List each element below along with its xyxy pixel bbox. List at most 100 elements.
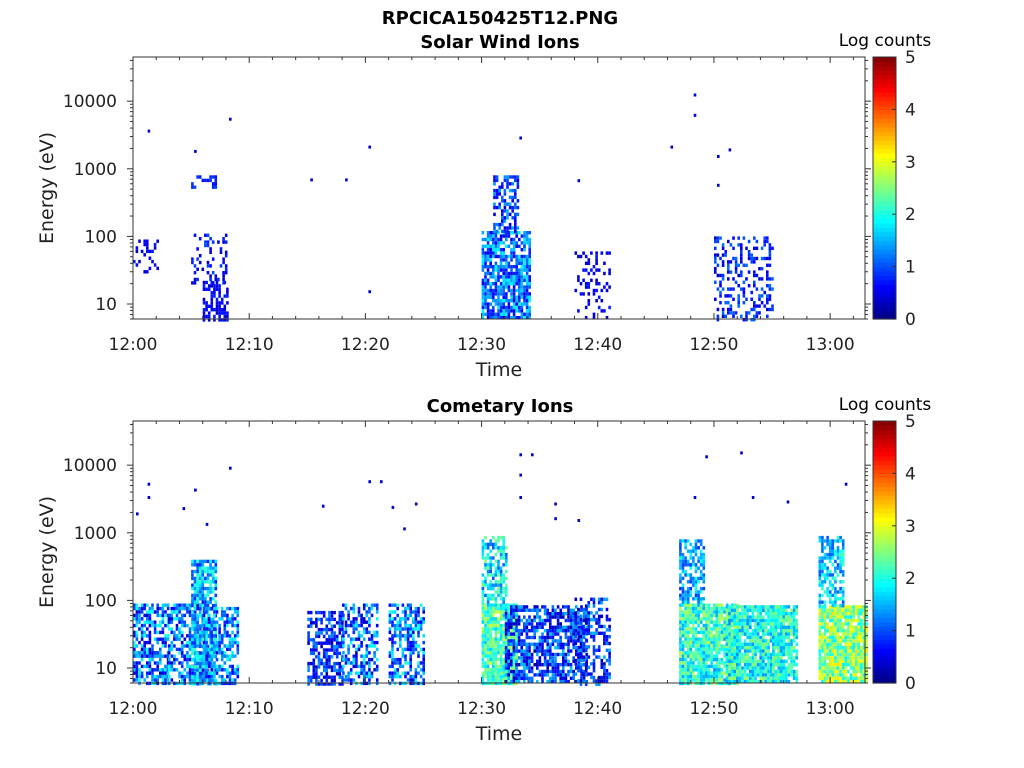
heatmap-cell (556, 663, 560, 667)
heatmap-cell (419, 603, 423, 607)
heatmap-cell (357, 674, 361, 679)
heatmap-cell (143, 603, 146, 607)
heatmap-cell (733, 615, 736, 619)
heatmap-cell (728, 656, 731, 660)
heatmap-cell (774, 642, 778, 646)
heatmap-cell (551, 666, 555, 670)
heatmap-cell (512, 316, 516, 320)
heatmap-cell (481, 647, 485, 652)
heatmap-cell (422, 668, 425, 672)
heatmap-cell (506, 226, 509, 230)
heatmap-cell (564, 642, 568, 646)
heatmap-cell (525, 278, 529, 282)
heatmap-cell (494, 637, 498, 641)
heatmap-cell (492, 305, 495, 310)
heatmap-cell (375, 678, 379, 682)
figure-title: RPCICA150425T12.PNG (382, 8, 618, 29)
heatmap-cell (504, 680, 508, 684)
heatmap-cell (218, 311, 221, 315)
heatmap-cell (396, 671, 399, 675)
heatmap-cell (236, 647, 240, 652)
heatmap-cell (541, 669, 544, 674)
heatmap-cell (205, 610, 208, 614)
heatmap-cell (215, 297, 219, 302)
heatmap-cell (328, 634, 331, 639)
heatmap-cell (536, 629, 539, 633)
heatmap-cell (357, 623, 361, 628)
heatmap-cell (489, 271, 492, 276)
heatmap-cell (562, 646, 565, 650)
heatmap-cell (728, 608, 731, 612)
heatmap-cell (499, 237, 503, 242)
heatmap-cell (486, 637, 490, 641)
heatmap-cell (502, 586, 505, 591)
heatmap-cell (486, 610, 490, 614)
heatmap-cell (556, 632, 560, 636)
heatmap-cell (743, 615, 747, 619)
heatmap-cell (502, 254, 505, 259)
heatmap-cell (417, 610, 420, 614)
heatmap-cell (684, 644, 687, 648)
heatmap-cell (523, 292, 526, 296)
heatmap-cell (486, 278, 490, 282)
heatmap-cell (404, 654, 407, 658)
heatmap-cell (730, 656, 734, 660)
heatmap-cell (603, 641, 606, 646)
heatmap-cell (759, 646, 762, 650)
heatmap-cell (365, 674, 369, 679)
heatmap-cell (153, 610, 157, 614)
heatmap-cell (745, 314, 748, 318)
heatmap-cell (223, 668, 227, 672)
heatmap-cell (368, 644, 371, 648)
heatmap-cell (404, 627, 407, 631)
heatmap-cell (210, 291, 214, 295)
heatmap-cell (766, 277, 769, 281)
heatmap-cell (756, 632, 760, 636)
heatmap-cell (223, 678, 227, 682)
heatmap-cell (365, 644, 369, 648)
heatmap-cell (198, 593, 202, 598)
heatmap-cell (406, 661, 410, 665)
heatmap-cell (328, 682, 331, 686)
heatmap-cell (587, 292, 591, 296)
heatmap-cell (159, 613, 162, 618)
heatmap-cell (401, 664, 405, 669)
heatmap-cell (603, 261, 606, 265)
heatmap-cell (720, 674, 724, 679)
heatmap-cell (716, 236, 720, 240)
heatmap-cell (605, 648, 609, 652)
heatmap-cell (148, 266, 152, 271)
heatmap-cell (494, 265, 498, 269)
heatmap-cell (575, 639, 578, 643)
heatmap-cell (180, 634, 184, 638)
heatmap-cell (530, 656, 534, 660)
heatmap-cell (307, 617, 310, 622)
heatmap-cell (528, 285, 531, 289)
heatmap-cell (597, 675, 601, 680)
heatmap-cell (585, 656, 588, 660)
heatmap-cell (186, 657, 189, 662)
heatmap-cell (511, 226, 514, 230)
heatmap-cell (771, 287, 774, 291)
heatmap-cell (512, 254, 516, 259)
heatmap-cell (738, 663, 742, 667)
colorbar-segment (873, 275, 896, 281)
heatmap-cell (577, 638, 580, 642)
heatmap-cell (341, 682, 344, 686)
heatmap-cell (702, 573, 706, 577)
heatmap-cell (210, 308, 214, 312)
heatmap-cell (751, 608, 755, 612)
heatmap-cell (497, 603, 500, 607)
heatmap-cell (498, 188, 501, 193)
heatmap-cell (507, 610, 511, 614)
y-tick-label: 10 (95, 295, 117, 315)
heatmap-cell (777, 635, 780, 640)
heatmap-cell (492, 664, 495, 669)
heatmap-cell (523, 656, 526, 660)
colorbar-segment (873, 83, 896, 89)
heatmap-cell (768, 246, 772, 250)
heatmap-cell (213, 647, 216, 652)
heatmap-cell (505, 546, 508, 550)
heatmap-cell (412, 644, 415, 648)
heatmap-cell (207, 674, 211, 679)
